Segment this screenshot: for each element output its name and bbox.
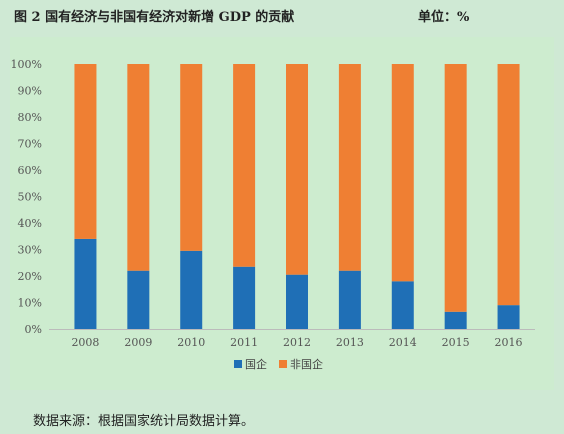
bar-segment-state bbox=[497, 305, 520, 329]
x-tick-label: 2011 bbox=[230, 336, 258, 349]
x-tick-label: 2009 bbox=[124, 336, 152, 349]
bar-segment-state bbox=[338, 270, 361, 329]
bar-segment-state bbox=[233, 266, 256, 329]
x-tick-label: 2010 bbox=[177, 336, 205, 349]
legend-swatch-state bbox=[234, 360, 242, 368]
bar-segment-non-state bbox=[74, 64, 97, 239]
y-tick-label: 90% bbox=[18, 85, 42, 98]
bar-segment-non-state bbox=[338, 64, 361, 271]
y-tick-label: 50% bbox=[18, 191, 42, 204]
bar-segment-state bbox=[391, 281, 414, 329]
bar-segment-state bbox=[127, 270, 150, 329]
x-tick-label: 2012 bbox=[283, 336, 311, 349]
x-tick-label: 2013 bbox=[336, 336, 364, 349]
bar-segment-state bbox=[74, 238, 97, 329]
bar-segment-non-state bbox=[180, 64, 203, 251]
bar-segment-non-state bbox=[286, 64, 308, 275]
y-tick-label: 0% bbox=[25, 323, 42, 336]
y-tick-label: 20% bbox=[18, 270, 42, 283]
y-tick-label: 30% bbox=[18, 244, 42, 257]
legend-label-non-state: 非国企 bbox=[290, 357, 323, 371]
y-tick-label: 10% bbox=[18, 297, 42, 310]
unit-label: 单位：% bbox=[418, 10, 470, 25]
x-tick-label: 2016 bbox=[495, 336, 523, 349]
y-tick-label: 70% bbox=[18, 138, 42, 151]
y-tick-label: 40% bbox=[18, 217, 42, 230]
x-tick-label: 2008 bbox=[71, 336, 99, 349]
y-tick-label: 80% bbox=[18, 111, 42, 124]
bar-segment-non-state bbox=[233, 64, 256, 267]
x-tick-label: 2014 bbox=[389, 336, 417, 349]
bar-segment-non-state bbox=[391, 64, 414, 282]
chart-title: 图 2 国有经济与非国有经济对新增 GDP 的贡献 bbox=[14, 10, 295, 25]
bar-segment-non-state bbox=[127, 64, 150, 271]
chart-area: 0% 10% 20% 30% 40% 50% 60% 70% 80% 90% 100% 2008 200… bbox=[10, 37, 554, 390]
y-tick-label: 100% bbox=[11, 58, 42, 71]
bar-segment-non-state bbox=[444, 64, 467, 312]
source-note: 数据来源：根据国家统计局数据计算。 bbox=[33, 414, 255, 429]
bar-segment-state bbox=[180, 250, 203, 329]
x-tick-label: 2015 bbox=[442, 336, 470, 349]
y-tick-label: 60% bbox=[18, 164, 42, 177]
legend-label-state: 国企 bbox=[245, 357, 267, 371]
bar-segment-non-state bbox=[497, 64, 520, 306]
bar-segment-state bbox=[444, 311, 467, 329]
bar-segment-state bbox=[286, 274, 308, 329]
chart-header: 图 2 国有经济与非国有经济对新增 GDP 的贡献 单位：% bbox=[0, 0, 564, 30]
legend-swatch-non-state bbox=[279, 360, 287, 368]
stacked-bar-chart: 0% 10% 20% 30% 40% 50% 60% 70% 80% 90% 100% 2008 200… bbox=[11, 58, 535, 371]
